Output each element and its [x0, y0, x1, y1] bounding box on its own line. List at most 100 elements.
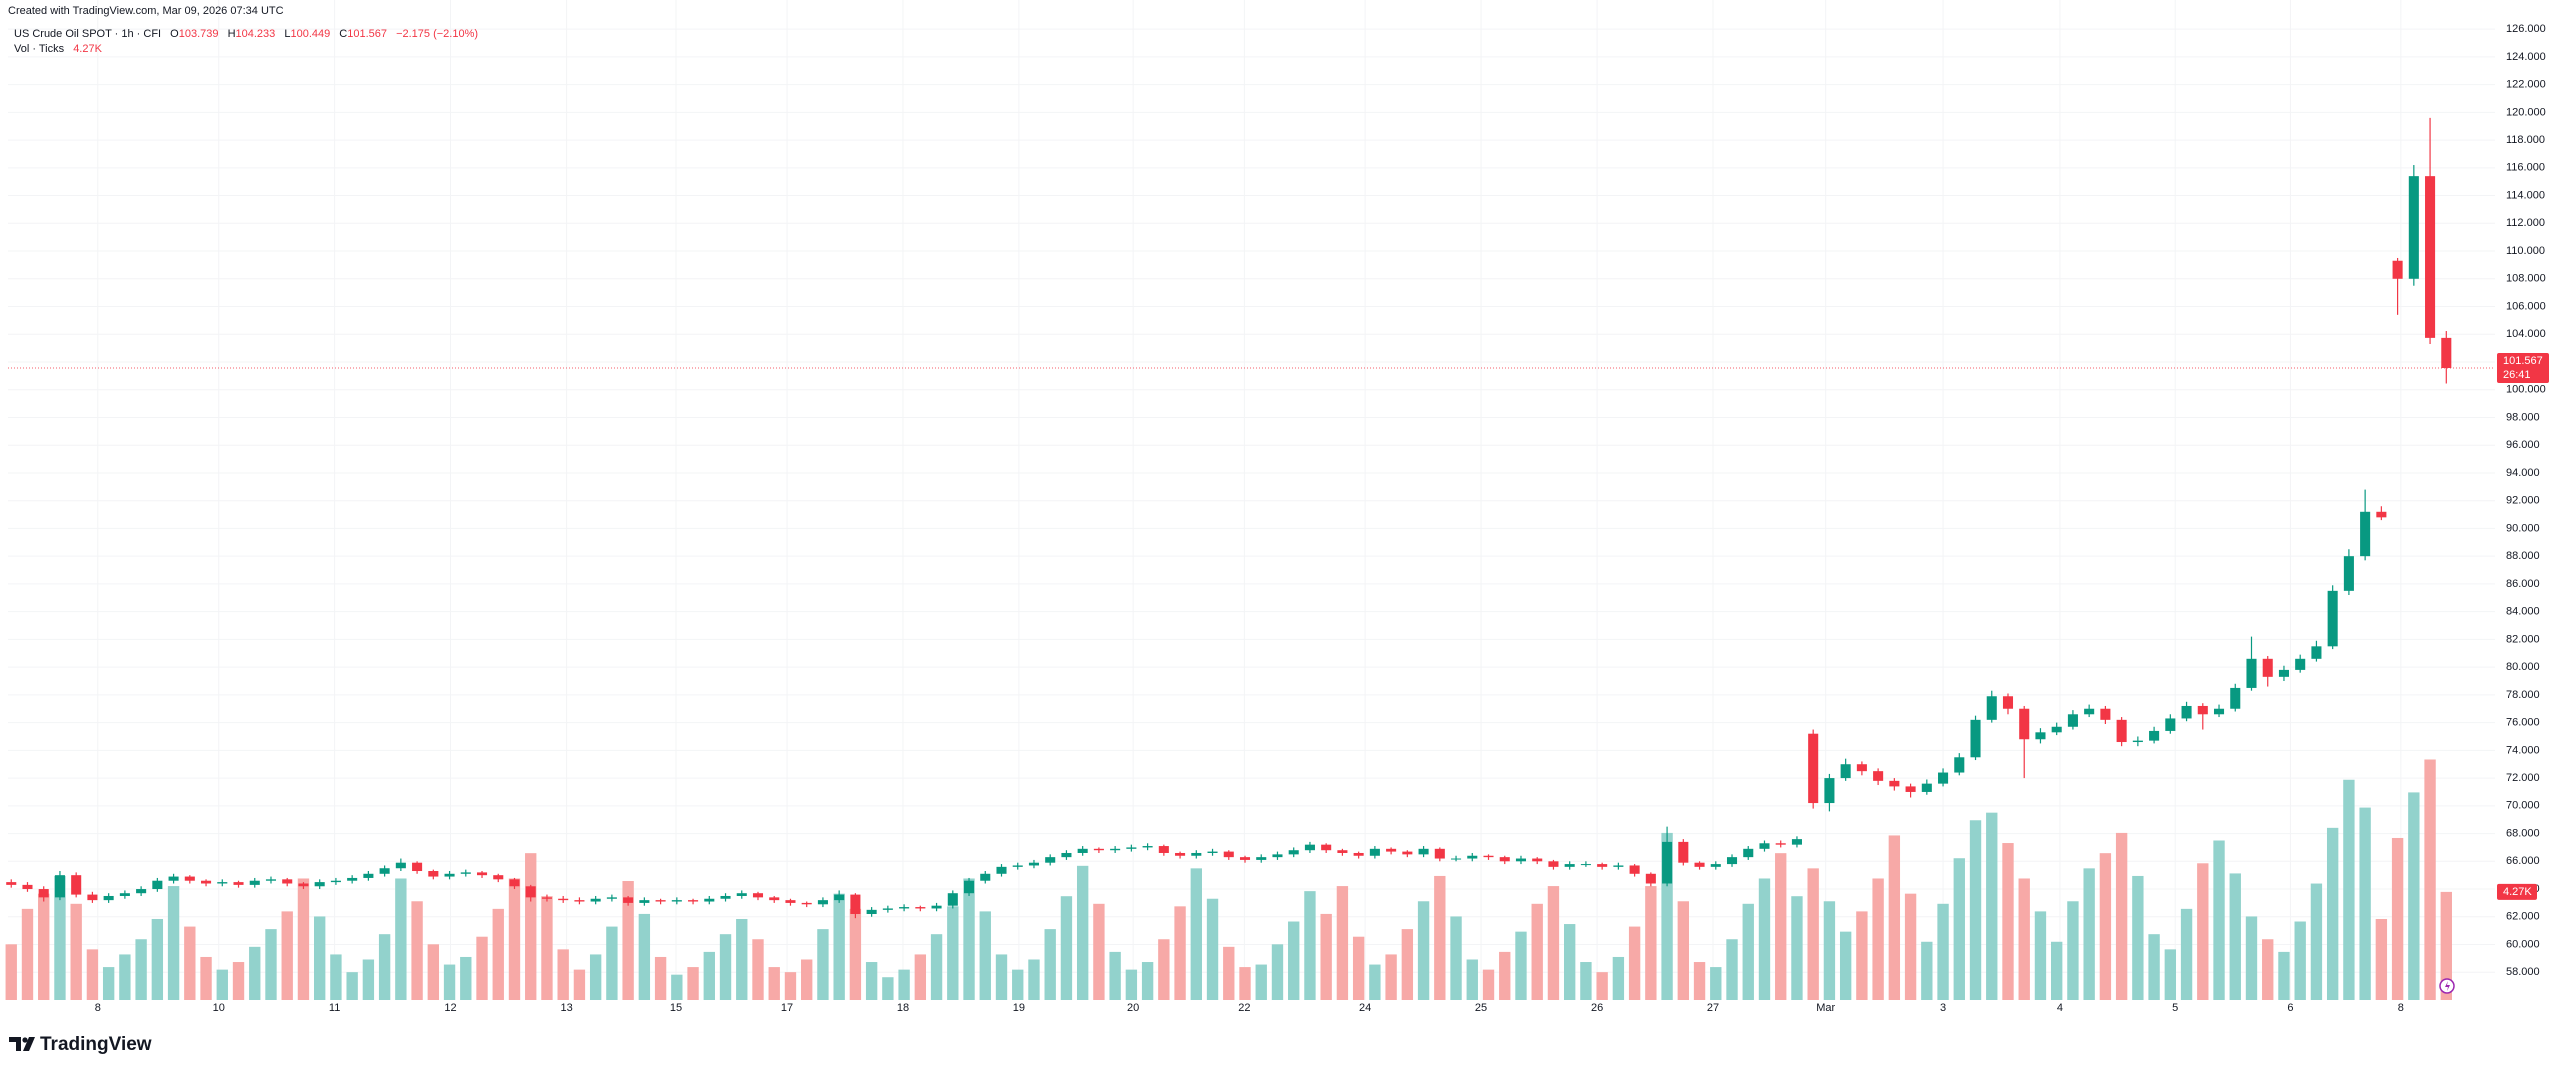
countdown-label: 26:41 — [2503, 369, 2531, 381]
volume-bar — [1710, 967, 1722, 1000]
volume-bar — [1271, 944, 1284, 1000]
grid-layer — [8, 0, 2495, 1000]
x-tick-label: 26 — [1591, 1002, 1603, 1014]
y-tick-label: 84.000 — [2506, 606, 2540, 618]
candle-body — [201, 880, 212, 884]
candle-body — [2360, 511, 2371, 557]
candle-body — [2100, 708, 2111, 720]
candle-body — [1451, 858, 1462, 860]
volume-bar — [914, 954, 927, 1000]
volume-bar — [1044, 929, 1056, 1000]
candle-body — [1775, 843, 1786, 845]
logo-mark-dot — [22, 1037, 28, 1043]
candle-body — [1970, 719, 1981, 758]
y-tick-label: 96.000 — [2506, 439, 2540, 451]
volume-bar — [1904, 893, 1917, 1000]
volume-bar — [1856, 911, 1868, 1000]
candle-body — [1743, 848, 1754, 858]
volume-bar — [1466, 959, 1478, 1000]
candle-body — [1061, 852, 1072, 858]
event-icon-bolt — [2445, 981, 2450, 991]
volume-bar — [476, 936, 488, 1000]
candle-body — [2149, 730, 2160, 741]
volume-bar — [249, 946, 261, 1000]
candle-body — [882, 908, 893, 910]
volume-bar — [2002, 843, 2014, 1000]
volume-bar — [1499, 951, 1511, 1000]
candle-body — [2425, 176, 2436, 338]
volume-bar — [1141, 962, 1154, 1000]
y-tick-label: 126.000 — [2506, 23, 2546, 35]
volume-bar — [1223, 946, 1235, 1000]
y-tick-label: 86.000 — [2506, 578, 2540, 590]
volume-bar — [1515, 931, 1527, 1000]
last-price-label: 101.567 — [2503, 355, 2543, 367]
volume-bar — [2034, 911, 2047, 1000]
x-tick-label: 17 — [781, 1002, 793, 1014]
volume-bar — [1969, 820, 1982, 1000]
volume-bar — [1921, 941, 1933, 1000]
y-tick-label: 60.000 — [2506, 938, 2540, 950]
candle-body — [1028, 862, 1040, 866]
candle-body — [801, 902, 812, 905]
volume-bar — [2262, 939, 2274, 1000]
candle-body — [2343, 556, 2354, 591]
candle-body — [1175, 852, 1186, 856]
volume-bar — [1336, 886, 1349, 1000]
candle-body — [1045, 857, 1056, 863]
volume-bar — [2375, 918, 2388, 1000]
volume-bar — [589, 954, 602, 1000]
volume-bar — [314, 916, 326, 1000]
volume-bar — [768, 967, 780, 1000]
x-tick-label: 27 — [1707, 1002, 1719, 1014]
volume-bar — [2343, 779, 2355, 1000]
volume-bar — [1888, 835, 1901, 1000]
x-tick-label: 6 — [2287, 1002, 2293, 1014]
candle-body — [136, 889, 147, 894]
candle-body — [2035, 732, 2046, 740]
volume-bar — [1547, 886, 1560, 1000]
volume-bar — [687, 967, 699, 1000]
y-tick-label: 116.000 — [2506, 162, 2545, 174]
candle-body — [2246, 658, 2257, 688]
candle-body — [704, 898, 715, 902]
candle-body — [1304, 844, 1315, 851]
candle-body — [834, 894, 845, 901]
candle-body — [395, 862, 406, 869]
y-tick-label: 100.000 — [2506, 384, 2546, 396]
volume-value: 4.27K — [73, 43, 102, 55]
candle-body — [1921, 783, 1932, 792]
volume-bar — [346, 972, 358, 1000]
axis-layer: 58.00060.00062.00064.00066.00068.00070.0… — [95, 23, 2549, 1014]
candle-body — [1580, 864, 1591, 866]
volume-bar — [719, 934, 732, 1000]
candle-body — [1256, 857, 1267, 860]
volume-bar — [1304, 891, 1316, 1000]
candle-body — [1434, 848, 1445, 859]
volume-bar — [1758, 878, 1771, 1000]
volume-bar — [1953, 858, 1965, 1000]
candle-body — [347, 877, 358, 881]
candle-body — [1938, 772, 1949, 784]
candle-body — [2392, 260, 2403, 279]
candle-body — [493, 875, 504, 880]
volume-bar — [963, 878, 975, 1000]
candle-body — [1126, 847, 1137, 849]
volume-bar — [1937, 903, 1949, 1000]
x-tick-label: 19 — [1013, 1002, 1025, 1014]
y-tick-label: 58.000 — [2506, 966, 2540, 978]
x-tick-label: 5 — [2172, 1002, 2178, 1014]
logo[interactable]: TradingView — [9, 1034, 152, 1055]
x-tick-label: Mar — [1816, 1002, 1835, 1014]
candle-body — [265, 879, 277, 881]
volume-bar — [2326, 827, 2339, 1000]
volume-bar — [2424, 759, 2436, 1000]
candle-body — [168, 876, 179, 881]
last-price-box — [2497, 353, 2549, 384]
candle-body — [558, 898, 569, 901]
candle-body — [866, 909, 877, 915]
candle-body — [2181, 705, 2192, 719]
candle-body — [752, 893, 764, 898]
